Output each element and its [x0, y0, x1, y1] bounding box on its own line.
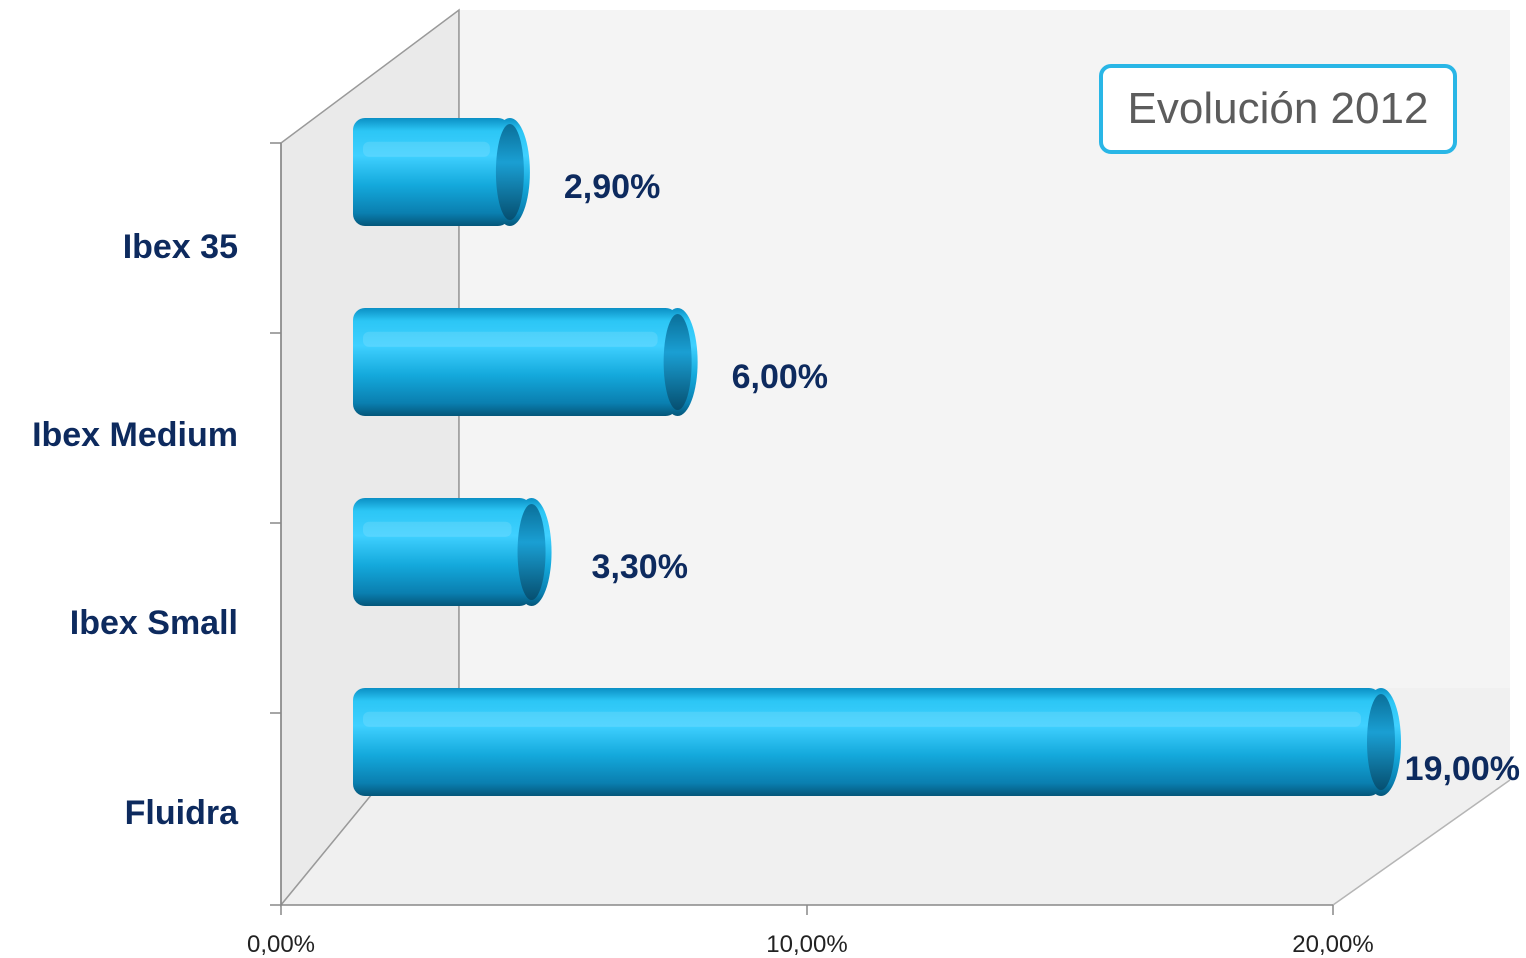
- value-label: 3,30%: [592, 548, 688, 586]
- x-tick-label: 0,00%: [247, 931, 315, 958]
- bar-cap: [1367, 694, 1395, 790]
- bar: [353, 688, 1401, 796]
- bar-cap: [517, 504, 546, 600]
- bar-highlight: [363, 521, 512, 537]
- bar-highlight: [363, 711, 1361, 727]
- bar-cap: [495, 124, 524, 220]
- category-label: Ibex 35: [123, 228, 238, 266]
- bar-body: [353, 688, 1381, 796]
- value-label: 19,00%: [1405, 750, 1520, 788]
- value-label: 6,00%: [732, 358, 828, 396]
- bars-group: [353, 118, 1401, 796]
- category-labels: Ibex 35 Ibex Medium Ibex Small Fluidra: [32, 228, 239, 832]
- back-wall: [459, 10, 1510, 688]
- bar-highlight: [363, 141, 490, 157]
- bar-body: [353, 308, 678, 416]
- bar-cap: [663, 314, 692, 410]
- bar: [353, 118, 530, 226]
- bar: [353, 308, 698, 416]
- value-labels: 2,90% 6,00% 3,30% 19,00%: [564, 168, 1520, 788]
- chart-badge: Evolución 2012: [1099, 64, 1457, 154]
- category-label: Ibex Small: [70, 604, 238, 642]
- y-axis-ticks: [270, 142, 281, 906]
- x-tick-label: 20,00%: [1292, 931, 1373, 958]
- x-axis-ticks: 0,00% 10,00% 20,00%: [247, 905, 1374, 958]
- bar: [353, 498, 552, 606]
- bar-body: [353, 118, 510, 226]
- category-label: Fluidra: [125, 794, 239, 832]
- bar-body: [353, 498, 532, 606]
- value-label: 2,90%: [564, 168, 660, 206]
- x-tick-label: 10,00%: [766, 931, 847, 958]
- bar-highlight: [363, 331, 658, 347]
- category-label: Ibex Medium: [32, 416, 238, 454]
